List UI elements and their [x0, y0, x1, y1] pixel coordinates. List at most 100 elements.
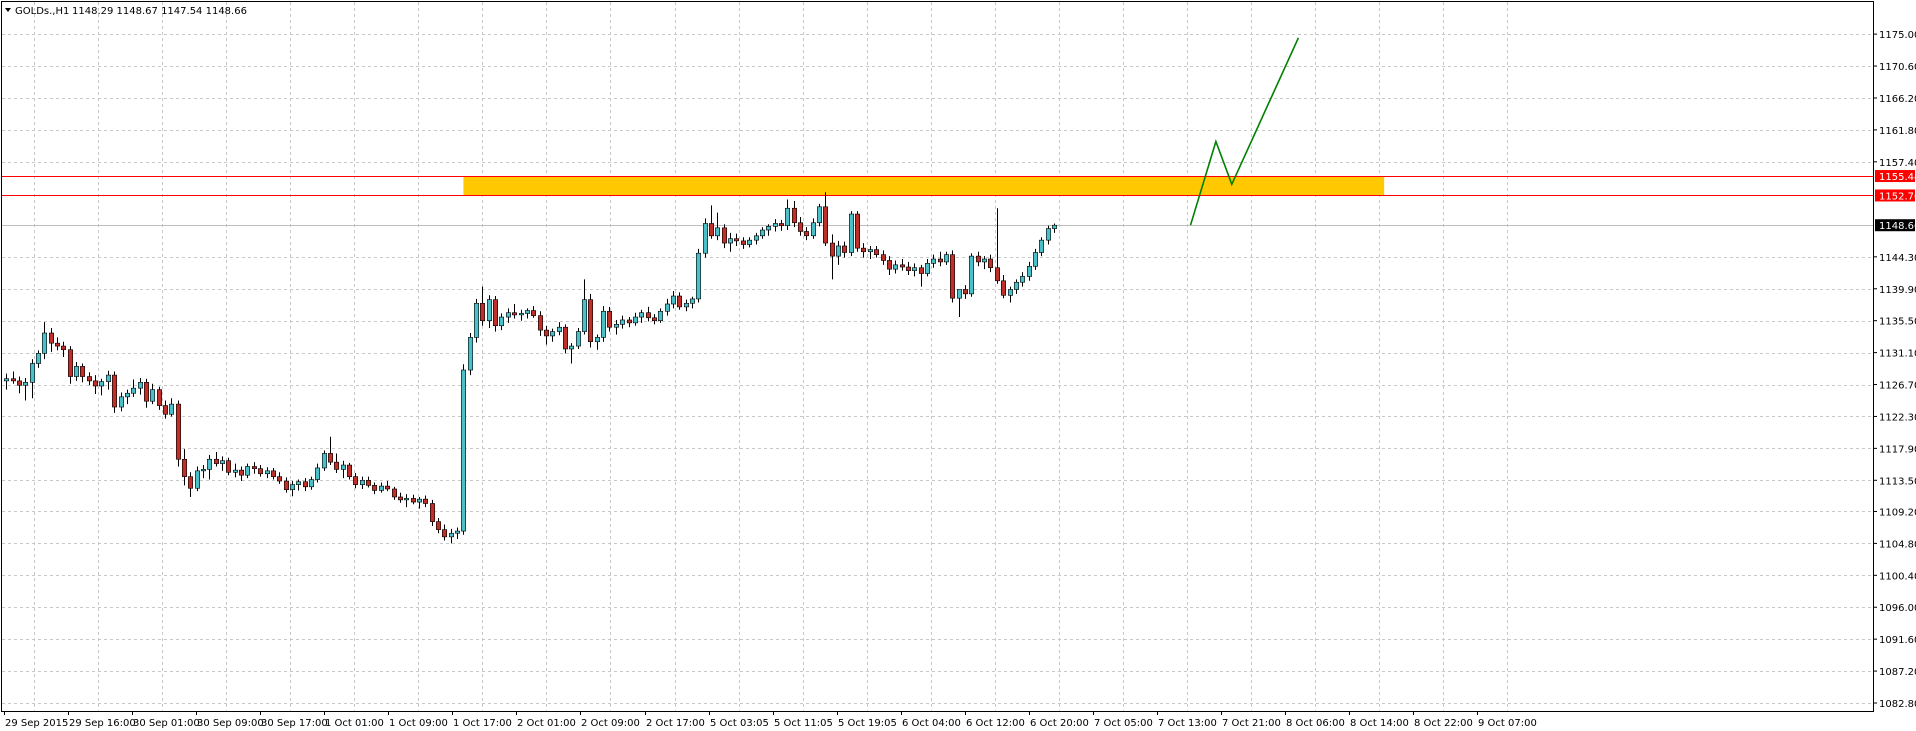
- candle: [252, 462, 258, 474]
- candle: [1039, 237, 1045, 257]
- bull-candle-body: [714, 227, 720, 237]
- candle: [810, 218, 816, 239]
- candle: [492, 296, 498, 332]
- bear-candle-body: [112, 374, 118, 408]
- bear-candle-body: [333, 461, 339, 470]
- candle: [93, 375, 99, 394]
- candle: [201, 465, 207, 479]
- candle: [860, 243, 866, 258]
- candle: [778, 219, 784, 231]
- bear-candle-body: [708, 223, 714, 237]
- bear-candle-body: [11, 378, 17, 382]
- candle: [454, 527, 460, 540]
- candle: [207, 454, 213, 480]
- candle: [429, 499, 435, 526]
- y-tick-label: 1135.50: [1879, 317, 1916, 328]
- bull-candle-body: [810, 222, 816, 237]
- forecast-line: [1189, 37, 1300, 226]
- candle: [448, 528, 454, 544]
- bear-candle-body: [54, 342, 60, 347]
- bull-candle-body: [150, 389, 156, 402]
- x-tick-label: 8 Oct 22:00: [1414, 718, 1473, 729]
- bull-candle-body: [1027, 265, 1033, 277]
- bear-candle-body: [721, 227, 727, 244]
- candle: [816, 203, 822, 227]
- bull-candle-body: [207, 458, 213, 470]
- candle: [460, 364, 466, 535]
- candle: [962, 285, 968, 299]
- candle: [60, 341, 66, 357]
- candle: [270, 467, 276, 480]
- candle: [359, 476, 365, 489]
- candle: [829, 234, 835, 280]
- bull-candle-body: [556, 326, 562, 332]
- candle: [880, 250, 886, 265]
- bear-candle-body: [791, 207, 797, 224]
- candle: [664, 298, 670, 316]
- bear-candle-body: [283, 480, 289, 491]
- bull-candle-body: [321, 453, 327, 469]
- candle: [727, 232, 733, 252]
- bear-candle-body: [435, 521, 441, 530]
- bull-candle-body: [454, 530, 460, 534]
- bull-candle-body: [772, 223, 778, 227]
- bull-candle-body: [594, 337, 600, 343]
- dropdown-triangle-icon[interactable]: [5, 8, 11, 12]
- bear-candle-body: [733, 238, 739, 242]
- bull-candle-body: [4, 378, 10, 382]
- candle: [150, 383, 156, 405]
- bull-candle-body: [233, 469, 239, 473]
- candle: [226, 457, 232, 476]
- y-tick-label: 1139.90: [1879, 285, 1916, 296]
- bear-candle-body: [543, 329, 549, 337]
- candle: [530, 306, 536, 318]
- candle: [239, 466, 245, 482]
- candle: [410, 494, 416, 505]
- level-price-tag-bg: [1875, 170, 1915, 183]
- candle: [511, 304, 517, 319]
- symbol-label: GOLDs.,H1: [15, 6, 69, 17]
- bull-candle-body: [835, 245, 841, 257]
- bull-candle-body: [943, 254, 949, 263]
- bear-candle-body: [397, 496, 403, 501]
- chart-header: GOLDs.,H1 1148.29 1148.67 1147.54 1148.6…: [5, 6, 247, 17]
- candle: [4, 373, 10, 390]
- price-tag: 1152.76: [1875, 189, 1916, 202]
- price-axis[interactable]: 1175.00 1170.60 1166.20 1161.80 1157.40 1144.…: [1873, 30, 1916, 710]
- bear-candle-body: [841, 245, 847, 253]
- bull-candle-body: [518, 313, 524, 316]
- candle: [562, 324, 568, 354]
- bull-candle-body: [759, 229, 765, 237]
- candle: [74, 362, 80, 381]
- candle: [321, 450, 327, 471]
- candle: [365, 476, 371, 488]
- price-level-lines: [2, 176, 1873, 226]
- candle: [99, 378, 105, 396]
- bull-candle-body: [74, 366, 80, 377]
- candle: [956, 289, 962, 318]
- candle: [302, 478, 308, 492]
- y-tick-label: 1104.80: [1879, 539, 1916, 550]
- x-tick-label: 6 Oct 04:00: [902, 718, 961, 729]
- forecast-path: [1189, 37, 1300, 226]
- candle: [1052, 223, 1058, 233]
- bull-candle-body: [1019, 276, 1025, 283]
- bull-candle-body: [498, 316, 504, 327]
- candle: [518, 309, 524, 321]
- x-tick-label: 29 Sep 2015: [5, 718, 68, 729]
- bear-candle-body: [492, 299, 498, 327]
- bear-candle-body: [854, 213, 860, 249]
- candle: [1033, 248, 1039, 270]
- bull-candle-body: [981, 258, 987, 263]
- candle: [524, 308, 530, 319]
- y-tick-label: 1170.60: [1879, 62, 1916, 73]
- candle: [163, 400, 169, 419]
- candle: [346, 462, 352, 480]
- bull-candle-body: [968, 255, 974, 295]
- bull-candle-body: [125, 392, 131, 398]
- bull-candle-body: [308, 479, 314, 488]
- candle: [797, 216, 803, 236]
